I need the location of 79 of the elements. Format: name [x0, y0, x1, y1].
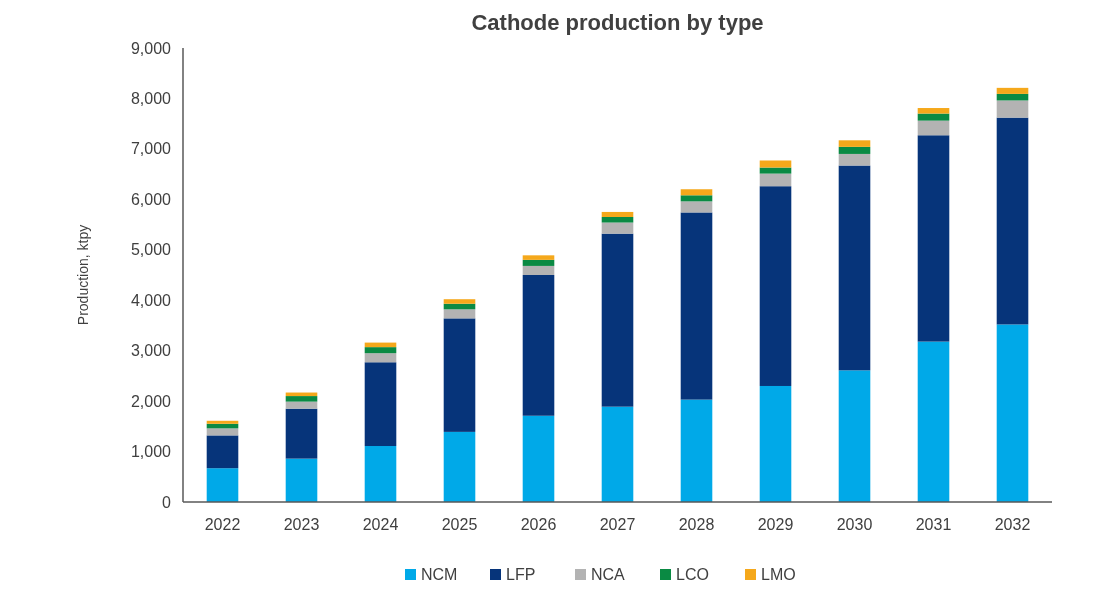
bar	[364, 362, 397, 447]
legend-label: NCA	[591, 566, 626, 583]
bar	[838, 153, 871, 166]
legend-label: LCO	[676, 566, 709, 583]
bar	[680, 399, 713, 502]
bar	[996, 117, 1029, 325]
legend-label: LMO	[761, 566, 796, 583]
bar	[443, 431, 476, 502]
bar	[601, 406, 634, 502]
bar	[206, 420, 239, 424]
legend-label: LFP	[506, 566, 536, 583]
bar	[285, 401, 318, 409]
bar	[522, 275, 555, 416]
bar	[759, 186, 792, 386]
bar	[364, 353, 397, 363]
y-tick-label: 8,000	[130, 90, 172, 108]
bar	[601, 222, 634, 234]
bar	[759, 160, 792, 168]
y-tick-label: 6,000	[130, 190, 172, 208]
bar	[996, 324, 1029, 502]
x-tick-label: 2031	[915, 516, 952, 533]
y-tick-label: 3,000	[130, 342, 172, 360]
bar	[601, 211, 634, 217]
bar	[759, 385, 792, 502]
bar	[917, 120, 950, 136]
bar	[996, 87, 1029, 94]
bar	[996, 93, 1029, 101]
bar	[364, 347, 397, 354]
bar	[917, 341, 950, 502]
x-tick-label: 2030	[836, 516, 873, 533]
bar	[206, 435, 239, 469]
x-tick-label: 2022	[204, 516, 241, 533]
bar	[285, 408, 318, 459]
bar	[838, 146, 871, 154]
bar	[285, 458, 318, 502]
y-tick-label: 1,000	[130, 443, 172, 461]
y-tick-label: 9,000	[130, 39, 172, 57]
bar	[522, 265, 555, 275]
bar	[206, 428, 239, 436]
bar	[443, 309, 476, 319]
x-tick-label: 2026	[520, 516, 557, 533]
bar	[522, 415, 555, 502]
x-tick-label: 2027	[599, 516, 636, 533]
bar	[680, 201, 713, 213]
bar	[206, 468, 239, 502]
bar	[838, 165, 871, 371]
bar	[443, 299, 476, 304]
x-tick-label: 2028	[678, 516, 715, 533]
bar	[522, 259, 555, 266]
y-tick-label: 4,000	[130, 291, 172, 309]
bar	[759, 173, 792, 187]
bar	[838, 370, 871, 502]
bar	[680, 189, 713, 196]
chart-title: Cathode production by type	[471, 10, 764, 35]
bar	[759, 167, 792, 174]
bar	[838, 140, 871, 147]
bar	[364, 446, 397, 502]
legend-label: NCM	[421, 566, 458, 583]
bar	[680, 195, 713, 202]
bar	[601, 233, 634, 407]
x-tick-label: 2023	[283, 516, 320, 533]
x-tick-label: 2025	[441, 516, 478, 533]
y-tick-label: 2,000	[130, 392, 172, 410]
y-tick-label: 7,000	[130, 140, 172, 158]
bar	[917, 113, 950, 121]
y-tick-label: 0	[162, 493, 172, 511]
bar	[917, 108, 950, 114]
x-tick-label: 2024	[362, 516, 399, 533]
bar	[285, 396, 318, 402]
x-tick-label: 2032	[994, 516, 1031, 533]
bar	[443, 318, 476, 432]
y-tick-label: 5,000	[130, 241, 172, 259]
bar	[917, 135, 950, 342]
y-axis-title: Production, ktpy	[75, 224, 91, 326]
bar	[601, 216, 634, 223]
x-tick-label: 2029	[757, 516, 794, 533]
bar	[522, 255, 555, 260]
bar	[996, 100, 1029, 118]
bar	[680, 212, 713, 400]
